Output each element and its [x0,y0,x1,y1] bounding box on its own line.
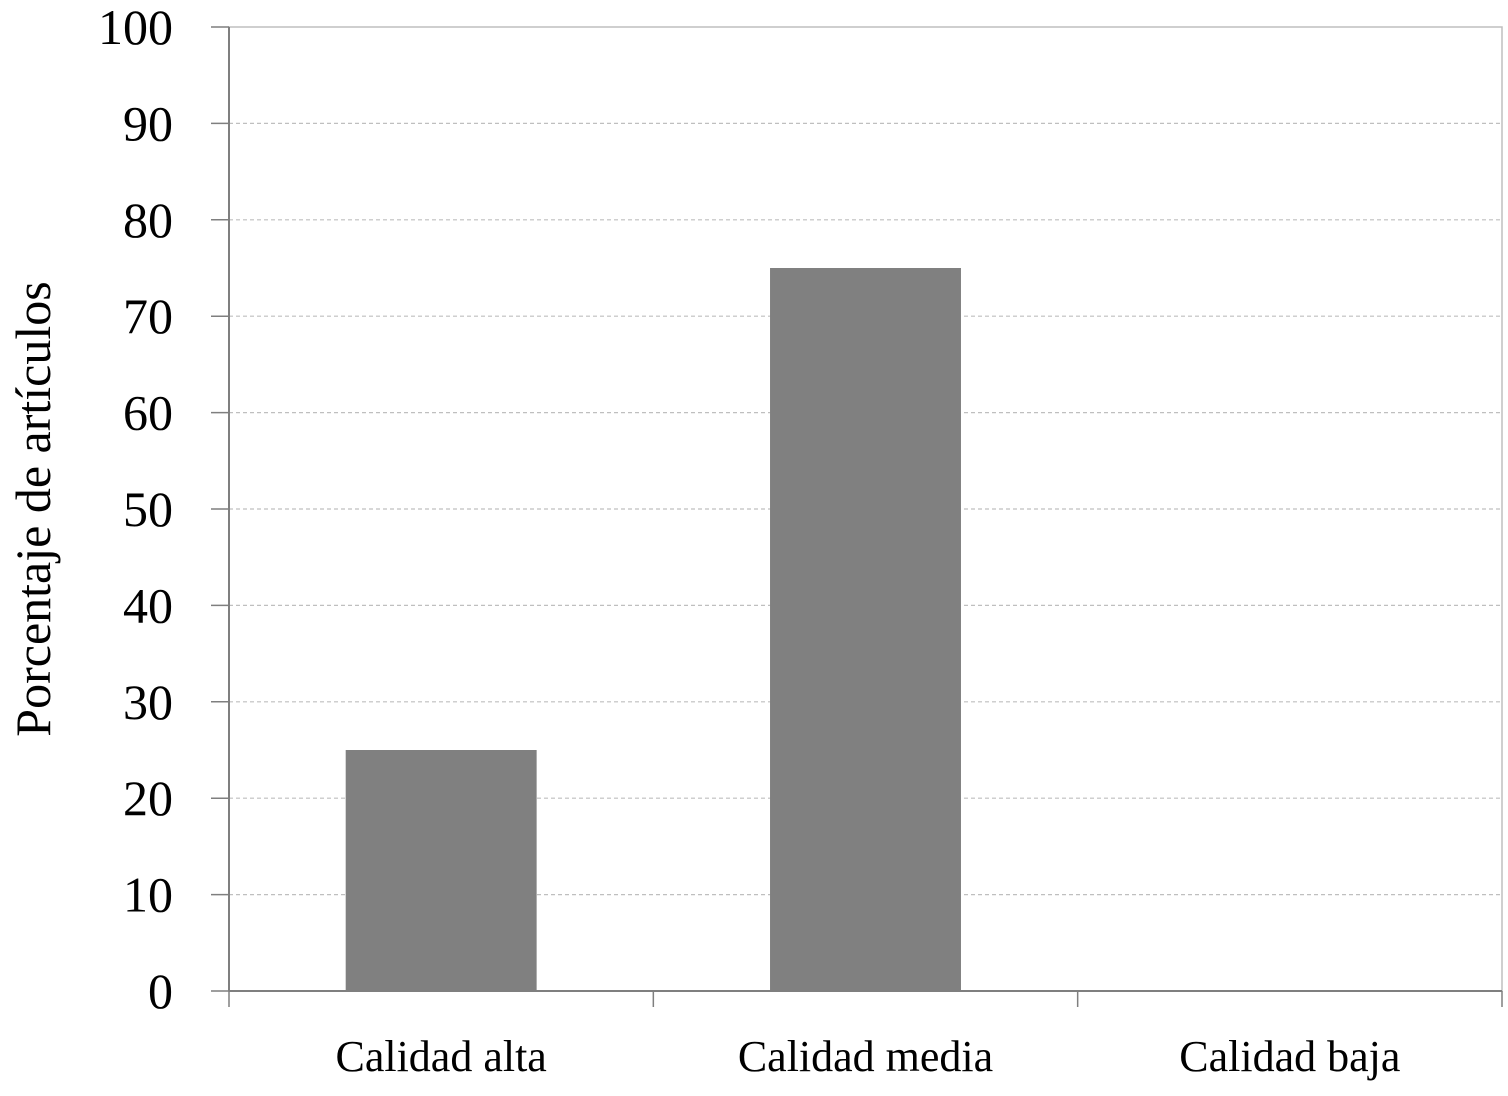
y-tick-label: 0 [148,963,173,1019]
y-tick-label: 100 [98,0,173,55]
y-tick-label: 60 [123,385,173,441]
y-tick-label: 50 [123,481,173,537]
y-tick-label: 40 [123,577,173,633]
y-tick-label: 10 [123,867,173,923]
y-axis-title: Porcentaje de artículos [5,281,61,736]
bar [770,268,961,991]
y-tick-label: 80 [123,192,173,248]
x-tick-label: Calidad media [738,1032,993,1081]
axes [211,26,1503,1007]
y-tick-label: 20 [123,770,173,826]
y-tick-label: 70 [123,288,173,344]
bars [345,268,961,991]
x-tick-label: Calidad baja [1179,1032,1400,1081]
bar [345,750,537,991]
y-tick-labels: 0 10 20 30 40 50 60 70 80 90 100 [98,0,173,1019]
y-tick-label: 30 [123,674,173,730]
x-tick-label: Calidad alta [335,1032,546,1081]
y-tick-label: 90 [123,95,173,151]
x-tick-labels: Calidad alta Calidad media Calidad baja [335,1032,1400,1081]
